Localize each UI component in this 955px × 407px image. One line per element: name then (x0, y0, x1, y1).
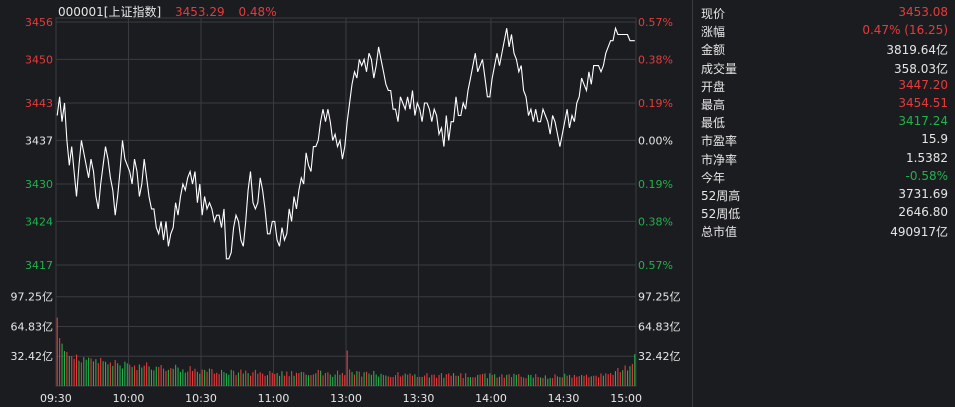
time-tick-label: 14:30 (548, 392, 580, 405)
quote-value: 0.47% (16.25) (862, 23, 948, 38)
price-line (56, 26, 635, 260)
quote-row: 涨幅 0.47% (16.25) (701, 23, 948, 41)
index-symbol: 000001[上证指数] (58, 5, 162, 19)
quote-value: -0.58% (905, 168, 948, 183)
price-tick-label: 3437 (25, 134, 53, 147)
volume-tick-label: 64.83亿 (638, 320, 681, 333)
quote-label: 最低 (701, 116, 726, 131)
time-tick-label: 15:00 (610, 392, 642, 405)
pct-tick-label: 0.57% (638, 16, 673, 29)
price-tick-label: 3417 (25, 259, 53, 272)
intraday-chart-panel: 000001[上证指数] 3453.29 0.48% 3456 0.57% 3450… (0, 0, 692, 407)
price-tick-label: 3424 (25, 215, 53, 228)
time-tick-label: 10:00 (113, 392, 145, 405)
quote-label: 市盈率 (701, 134, 738, 149)
price-tick-label: 3456 (25, 16, 53, 29)
quote-row: 现价 3453.08 (701, 5, 948, 23)
chart-header: 000001[上证指数] 3453.29 0.48% (58, 3, 287, 20)
quote-row: 市净率 1.5382 (701, 151, 948, 169)
quote-value: 3731.69 (898, 187, 948, 201)
quote-label: 市净率 (701, 152, 738, 167)
quote-value: 3447.20 (898, 77, 948, 92)
quote-label: 今年 (701, 170, 726, 185)
quote-label: 52周高 (701, 189, 741, 203)
quote-value: 358.03亿 (894, 61, 948, 76)
quote-value: 3454.51 (898, 96, 948, 110)
time-tick-label: 09:30 (40, 392, 72, 405)
quote-row: 金额 3819.64亿 (701, 41, 948, 59)
quote-row: 总市值 490917亿 (701, 223, 948, 241)
intraday-chart[interactable]: 3456 0.57% 3450 0.38% 3443 0.19% 3437 0.00% 3430… (0, 0, 692, 407)
price-tick-label: 3450 (25, 53, 53, 66)
quote-value: 3819.64亿 (886, 43, 948, 58)
quote-row: 最低 3417.24 (701, 114, 948, 132)
quote-label: 开盘 (701, 79, 726, 94)
quote-sidebar: 现价 3453.08 涨幅 0.47% (16.25) 金额 3819.64亿成交量 358… (692, 0, 955, 407)
volume-tick-label: 32.42亿 (638, 350, 681, 363)
pct-tick-label: 0.19% (638, 97, 673, 110)
volume-tick-label: 97.25亿 (638, 291, 681, 304)
header-price: 3453.29 (175, 5, 225, 19)
volume-tick-label: 64.83亿 (11, 320, 54, 333)
quote-label: 金额 (701, 43, 726, 58)
header-change-pct: 0.48% (238, 5, 277, 19)
price-tick-label: 3430 (25, 178, 53, 191)
pct-tick-label: 0.38% (638, 53, 673, 66)
quote-label: 52周低 (701, 207, 741, 222)
quote-row: 最高 3454.51 (701, 96, 948, 114)
quote-row: 开盘 3447.20 (701, 78, 948, 96)
quote-row: 52周低 2646.80 (701, 205, 948, 223)
volume-tick-label: 32.42亿 (11, 350, 54, 363)
quote-row: 今年 -0.58% (701, 169, 948, 187)
quote-value: 490917亿 (890, 225, 948, 240)
time-tick-label: 14:00 (475, 392, 507, 405)
quote-label: 成交量 (701, 61, 738, 76)
quote-row: 52周高 3731.69 (701, 187, 948, 205)
time-tick-label: 11:00 (258, 392, 290, 405)
quote-label: 总市值 (701, 225, 738, 240)
quote-value: 3417.24 (898, 114, 948, 129)
quote-value: 2646.80 (898, 205, 948, 220)
volume-tick-label: 97.25亿 (11, 291, 54, 304)
pct-tick-label: 0.19% (638, 178, 673, 191)
pct-tick-label: 0.57% (638, 259, 673, 272)
time-tick-label: 13:00 (330, 392, 362, 405)
quote-value: 15.9 (921, 132, 948, 147)
pct-tick-label: 0.38% (638, 215, 673, 228)
quote-value: 1.5382 (906, 150, 948, 165)
quote-label: 现价 (701, 7, 726, 21)
quote-row: 市盈率 15.9 (701, 132, 948, 150)
quote-value: 3453.08 (898, 5, 948, 19)
quote-label: 最高 (701, 98, 726, 112)
quote-row: 成交量 358.03亿 (701, 60, 948, 78)
time-tick-label: 10:30 (185, 392, 217, 405)
price-tick-label: 3443 (25, 97, 53, 110)
pct-tick-label: 0.00% (638, 134, 673, 147)
quote-label: 涨幅 (701, 25, 726, 40)
time-tick-label: 13:30 (403, 392, 435, 405)
